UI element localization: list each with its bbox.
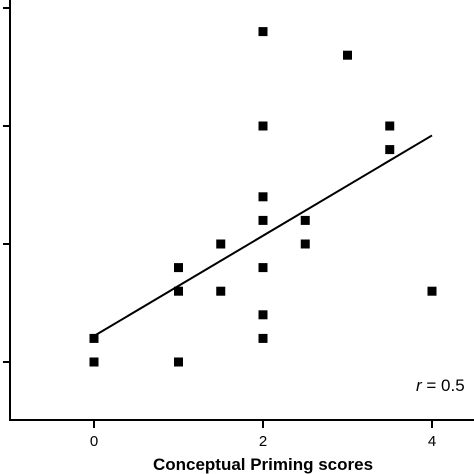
data-point bbox=[89, 357, 99, 367]
x-ticks bbox=[93, 420, 433, 428]
data-point bbox=[258, 192, 268, 202]
data-point bbox=[258, 121, 268, 131]
regression-line-group bbox=[93, 134, 433, 337]
x-tick-labels: 0 2 4 bbox=[90, 433, 436, 450]
y-ticks bbox=[3, 7, 10, 363]
data-point bbox=[258, 310, 268, 320]
correlation-symbol: r bbox=[416, 376, 423, 395]
data-point bbox=[385, 121, 395, 131]
data-point bbox=[300, 239, 310, 249]
plot-axes bbox=[9, 0, 474, 421]
data-points bbox=[89, 27, 437, 367]
x-tick-label: 4 bbox=[428, 433, 436, 450]
regression-line bbox=[93, 134, 433, 337]
x-axis-label: Conceptual Priming scores bbox=[153, 455, 373, 474]
x-tick-label: 0 bbox=[90, 433, 98, 450]
data-point bbox=[343, 50, 352, 60]
data-point bbox=[174, 286, 183, 296]
data-point bbox=[427, 286, 437, 296]
data-point bbox=[258, 27, 268, 37]
correlation-annotation: r = 0.5 bbox=[416, 376, 465, 395]
data-point bbox=[300, 215, 310, 225]
data-point bbox=[216, 286, 226, 296]
data-point bbox=[216, 239, 226, 249]
x-tick-label: 2 bbox=[259, 433, 267, 450]
data-point bbox=[258, 215, 268, 225]
data-point bbox=[89, 333, 99, 343]
data-point bbox=[258, 263, 268, 273]
data-point bbox=[174, 357, 183, 367]
data-point bbox=[258, 333, 268, 343]
data-point bbox=[174, 263, 183, 273]
correlation-value: = 0.5 bbox=[422, 376, 465, 395]
data-point bbox=[385, 145, 395, 155]
